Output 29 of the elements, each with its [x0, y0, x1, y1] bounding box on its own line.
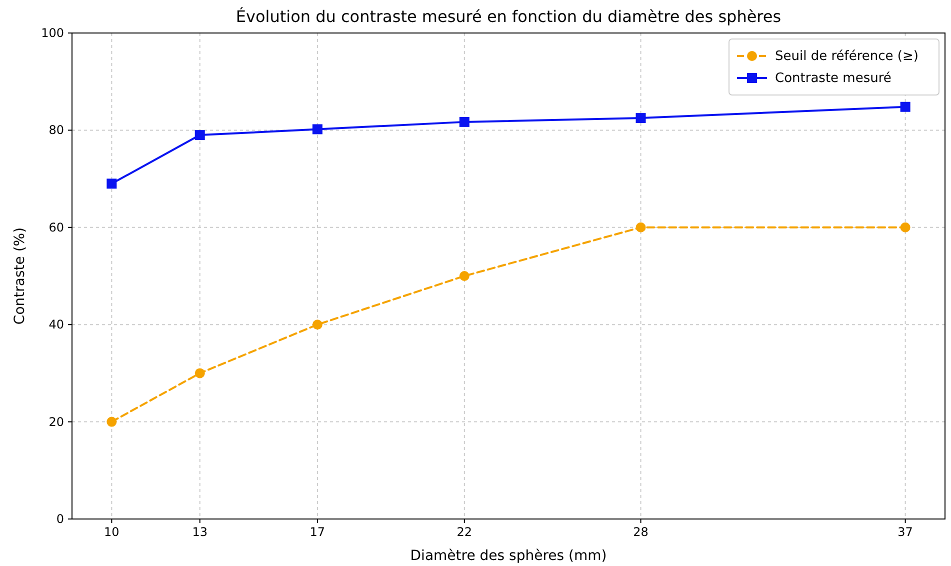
legend-label: Seuil de référence (≥): [775, 49, 918, 64]
y-tick-label: 80: [48, 123, 64, 138]
x-tick-label: 22: [456, 525, 472, 539]
y-tick-label: 20: [48, 414, 64, 429]
point: [106, 178, 117, 189]
point: [106, 416, 117, 427]
point: [312, 320, 322, 330]
y-tick-label: 0: [56, 512, 64, 526]
point: [194, 368, 205, 378]
point: [900, 222, 910, 232]
point: [194, 130, 205, 140]
y-tick-label: 100: [41, 26, 64, 40]
y-tick-label: 40: [48, 318, 64, 332]
x-axis-title: Diamètre des sphères (mm): [410, 548, 607, 564]
x-tick-label: 17: [310, 525, 326, 539]
y-axis-title: Contraste (%): [12, 227, 28, 325]
x-tick-label: 37: [898, 525, 913, 539]
point: [312, 124, 322, 134]
legend-label: Contraste mesuré: [775, 71, 892, 86]
chart-title: Évolution du contraste mesuré en fonction du diamètre des sphères: [236, 7, 782, 26]
point: [459, 271, 470, 281]
point: [636, 222, 646, 232]
x-tick-label: 10: [104, 525, 120, 539]
point: [900, 102, 910, 112]
x-tick-label: 13: [192, 525, 208, 539]
point: [636, 113, 646, 124]
point: [459, 116, 470, 127]
x-tick-label: 28: [633, 525, 648, 539]
y-tick-label: 60: [48, 220, 64, 234]
